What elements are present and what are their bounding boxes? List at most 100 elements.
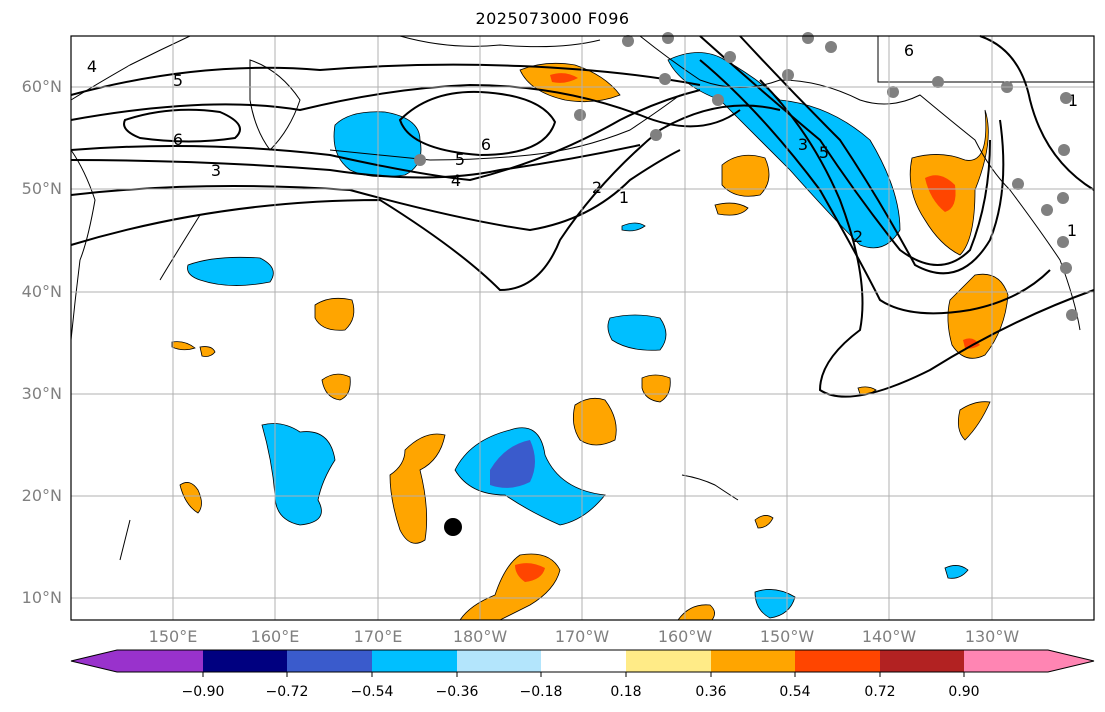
station-dot	[1057, 236, 1069, 248]
lat-label: 10°N	[21, 588, 62, 607]
hawaii-islands	[681, 474, 739, 501]
colorbar-tick-label: 0.18	[610, 684, 642, 700]
map-frame	[70, 35, 1095, 621]
contour-line	[70, 149, 681, 232]
blue-patch	[754, 589, 796, 619]
orange-patch	[721, 154, 770, 197]
colorbar-tick-label: −0.90	[181, 684, 225, 700]
contour-label: 1	[1067, 221, 1077, 240]
colorbar-max-extend	[1048, 650, 1094, 672]
colorbar-tick-label: −0.54	[350, 684, 394, 700]
contour-labels: 4 5 6 3 6 5 4 2 1 6 3 5 2 1 1	[87, 41, 1078, 246]
lat-label: 30°N	[21, 384, 62, 403]
orange-patch	[677, 604, 715, 621]
blue-patch	[607, 314, 667, 351]
station-dot	[1057, 192, 1069, 204]
station-dot	[825, 41, 837, 53]
lon-label: 170°E	[353, 627, 403, 646]
red-patch	[550, 73, 578, 83]
colorbar-segment	[880, 650, 964, 672]
station-dot	[659, 73, 671, 85]
lon-label: 170°W	[554, 627, 610, 646]
red-patch	[515, 563, 545, 582]
colorbar-tick-label: −0.36	[435, 684, 479, 700]
lon-label: 130°W	[964, 627, 1020, 646]
contour-line	[70, 63, 701, 96]
colorbar-min-extend	[71, 650, 117, 672]
orange-patch	[714, 202, 749, 216]
canada-border	[877, 36, 1094, 83]
orange-patch	[171, 341, 196, 351]
orange-patch	[947, 273, 1009, 359]
contour-label: 5	[455, 150, 465, 169]
orange-patch	[314, 297, 355, 331]
colorbar-segment	[117, 650, 203, 672]
colorbar	[70, 649, 1095, 677]
orange-patch	[179, 482, 202, 514]
contour-label: 6	[481, 135, 491, 154]
colorbar-ticks	[202, 672, 965, 677]
contour-line	[70, 144, 641, 179]
lon-label: 140°W	[861, 627, 917, 646]
storm-center-marker	[444, 518, 462, 536]
station-dots	[414, 32, 1078, 321]
colorbar-segment	[626, 650, 711, 672]
red-patch	[963, 338, 980, 349]
station-dot	[662, 32, 674, 44]
colorbar-segment	[203, 650, 287, 672]
contour-label: 4	[87, 57, 97, 76]
station-dot	[622, 35, 634, 47]
contour-label: 5	[173, 71, 183, 90]
colorbar-tick-label: 0.36	[695, 684, 727, 700]
station-dot	[574, 109, 586, 121]
contour-trough	[699, 35, 991, 266]
contour-label: 6	[904, 41, 914, 60]
colorbar-tick-label: 0.72	[864, 684, 896, 700]
colorbar-tick-label: −0.72	[265, 684, 309, 700]
contour-label: 3	[211, 161, 221, 180]
colorbar-segment	[711, 650, 795, 672]
contour-label: 1	[619, 188, 629, 207]
lon-label: 160°E	[250, 627, 300, 646]
contour-trough	[699, 59, 1051, 315]
lon-label: 180°W	[452, 627, 508, 646]
station-dot	[802, 32, 814, 44]
station-dot	[1058, 144, 1070, 156]
orange-patch	[199, 346, 216, 357]
contour-line	[70, 83, 741, 128]
station-dot	[650, 129, 662, 141]
colorbar-outline	[70, 649, 1095, 673]
blue-patch	[187, 256, 274, 286]
red-patch	[925, 175, 956, 212]
colorbar-segment	[795, 650, 880, 672]
station-dot	[782, 69, 794, 81]
contour-loop	[759, 79, 1095, 398]
contour-label: 5	[819, 143, 829, 162]
colorbar-tick-label: 0.54	[779, 684, 811, 700]
lat-label: 20°N	[21, 486, 62, 505]
blue-patch	[667, 52, 901, 249]
station-dot	[1060, 262, 1072, 274]
gridlines	[71, 36, 1094, 620]
blue-patch	[621, 222, 646, 232]
lon-label: 150°E	[148, 627, 198, 646]
contour-ellipse	[398, 90, 557, 157]
orange-patch	[572, 397, 617, 446]
lat-label: 60°N	[21, 77, 62, 96]
contour-label: 6	[173, 130, 183, 149]
orange-patch	[754, 515, 774, 529]
colorbar-segment	[541, 650, 626, 672]
lat-label: 40°N	[21, 282, 62, 301]
station-dot	[724, 51, 736, 63]
orange-patch	[957, 401, 991, 441]
kuril-islands	[119, 214, 201, 561]
contour-label: 2	[592, 178, 602, 197]
colorbar-segment	[287, 650, 372, 672]
colorbar-segment	[457, 650, 541, 672]
contour-label: 1	[1068, 91, 1078, 110]
colorbar-tick-label: −0.18	[519, 684, 563, 700]
colorbar-tick-label: 0.90	[948, 684, 980, 700]
contour-east	[979, 35, 1095, 191]
anomaly-fills	[171, 52, 1009, 621]
